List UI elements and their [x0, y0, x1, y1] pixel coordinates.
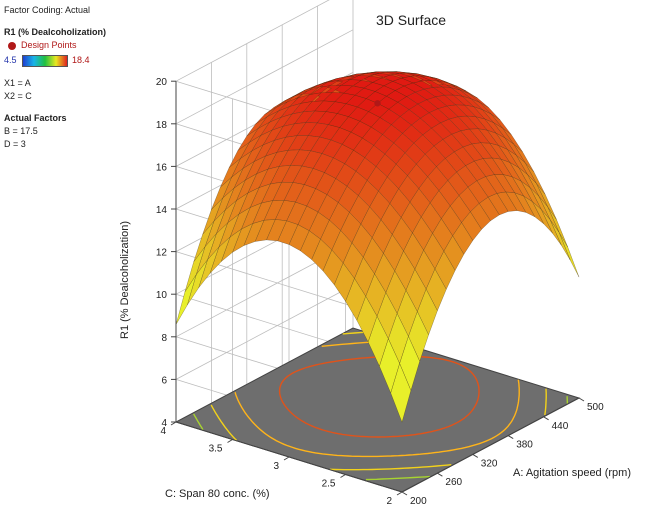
z-tick-label: 20 — [156, 77, 168, 88]
x-tick-label: 440 — [552, 421, 569, 432]
factor-coding-label: Factor Coding: Actual — [4, 5, 91, 15]
z-axis-label: R1 (% Dealcoholization) — [119, 221, 131, 339]
z-tick-label: 10 — [156, 290, 168, 301]
z-tick-label: 4 — [161, 418, 167, 429]
y-tick-label: 2.5 — [322, 479, 336, 490]
z-tick-label: 12 — [156, 248, 168, 259]
x-tick — [472, 453, 479, 458]
response-surface — [175, 71, 580, 423]
z-tick-label: 14 — [156, 205, 168, 216]
y-tick — [283, 456, 290, 461]
x-axis-line — [401, 397, 580, 493]
y-tick-label: 3 — [273, 461, 279, 472]
colorbar-gradient — [22, 54, 68, 67]
colorbar-max: 18.4 — [72, 55, 90, 65]
y-tick — [396, 491, 403, 496]
design-points-legend: Design Points — [4, 39, 106, 52]
surface-cell — [549, 219, 571, 260]
colorbar-min: 4.5 — [4, 55, 17, 65]
x-tick-label: 500 — [587, 402, 604, 413]
z-tick-label: 8 — [161, 333, 167, 344]
design-point-icon — [8, 41, 16, 50]
x-tick — [401, 491, 408, 496]
y-tick-label: 3.5 — [209, 444, 223, 455]
factor-d-value: D = 3 — [4, 139, 26, 149]
y-tick — [227, 439, 233, 443]
chart-title: 3D Surface — [376, 12, 447, 28]
y-tick — [340, 474, 346, 478]
colorbar: 4.5 18.4 — [4, 54, 106, 67]
x-tick-label: 320 — [481, 458, 498, 469]
x-tick-label: 260 — [445, 477, 462, 488]
z-tick-label: 18 — [156, 120, 168, 131]
x-tick — [543, 416, 549, 421]
response-title: R1 (% Dealcoholization) — [4, 27, 107, 37]
info-panel: Factor Coding: Actual R1 (% Dealcoholiza… — [4, 4, 106, 151]
wall-gridline — [175, 285, 354, 380]
factor-b-value: B = 17.5 — [4, 126, 38, 136]
actual-factors-title: Actual Factors — [4, 113, 67, 123]
contour-line — [192, 396, 569, 481]
x1-mapping: X1 = A — [4, 78, 31, 88]
axes: 4 6 8 10 12 14 16 18 20 200 260 320 380 440 500 2 2.5 3 3.… — [156, 77, 604, 507]
design-point — [374, 100, 381, 107]
wall-gridline — [175, 29, 354, 125]
y-tick-label: 4 — [160, 426, 166, 437]
x2-mapping: X2 = C — [4, 91, 32, 101]
z-tick-label: 6 — [161, 375, 167, 386]
contour-line — [278, 355, 480, 438]
x-tick-label: 200 — [410, 496, 427, 507]
x-tick — [437, 472, 443, 477]
y-axis-label: C: Span 80 conc. (%) — [165, 488, 270, 500]
contour-line — [210, 331, 547, 471]
x-tick — [507, 435, 514, 440]
wall-gridline — [175, 0, 330, 82]
design-points-label: Design Points — [21, 40, 77, 50]
z-tick-label: 16 — [156, 162, 168, 173]
x-axis-label: A: Agitation speed (rpm) — [513, 467, 631, 479]
y-tick — [170, 421, 177, 426]
surface-cell — [175, 274, 197, 325]
surface-cell — [558, 231, 580, 278]
x-tick — [578, 397, 585, 402]
x-tick-label: 380 — [516, 440, 533, 451]
y-tick-label: 2 — [386, 496, 392, 507]
